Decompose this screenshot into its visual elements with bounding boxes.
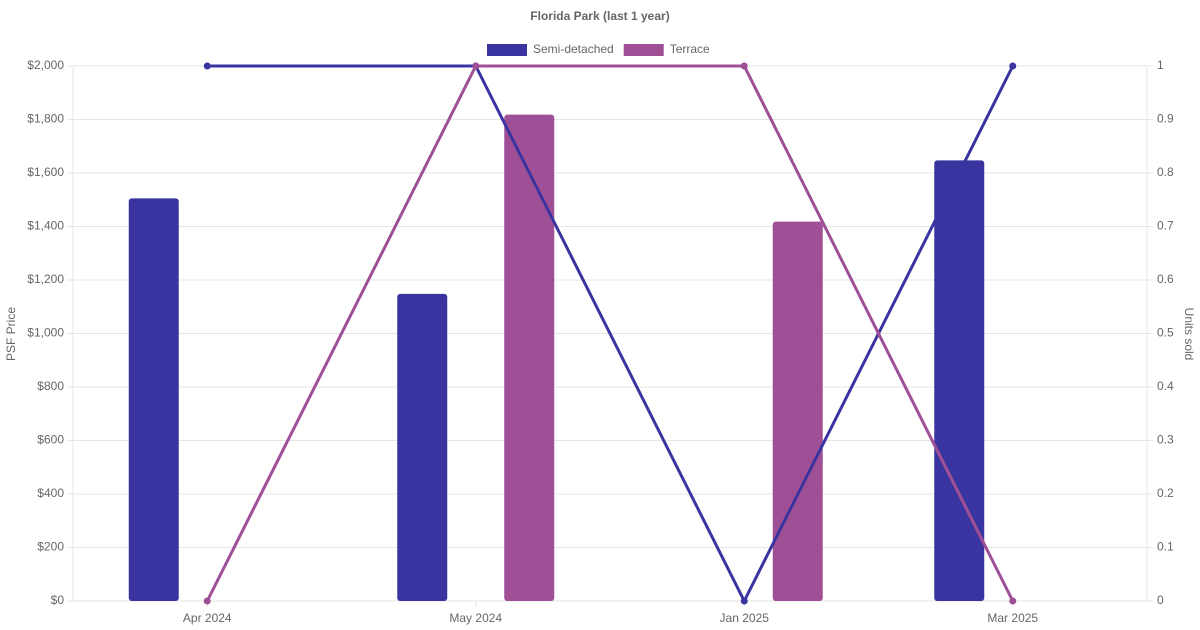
y2-tick-label: 0.9 [1157,112,1174,126]
x-tick-label: Mar 2025 [987,611,1038,625]
y-tick-label: $0 [51,593,65,607]
y2-tick-label: 0.4 [1157,379,1174,393]
y-tick-label: $2,000 [27,58,64,72]
bar [397,293,448,601]
units-line [205,64,1015,602]
bar [504,114,555,601]
y2-tick-label: 0.6 [1157,272,1174,286]
bar [128,198,179,601]
y2-tick-label: 0.8 [1157,165,1174,179]
y-tick-label: $800 [37,379,64,393]
y2-tick-label: 0.1 [1157,540,1174,554]
units-point [203,62,211,70]
legend-swatch [623,44,664,56]
y-tick-label: $1,400 [27,219,64,233]
y-tick-label: $400 [37,486,64,500]
bar [934,160,985,602]
y-tick-label: $1,800 [27,112,64,126]
units-point [740,597,748,605]
x-tick-label: Apr 2024 [183,611,232,625]
units-point [740,62,748,70]
y-tick-label: $1,200 [27,272,64,286]
legend-label: Semi-detached [533,42,614,56]
units-point [472,62,480,70]
y2-tick-label: 0 [1157,593,1164,607]
bar [772,221,823,601]
y2-axis-title: Units sold [1182,308,1196,361]
y-tick-label: $1,600 [27,165,64,179]
y2-tick-label: 1 [1157,58,1164,72]
x-tick-label: May 2024 [449,611,502,625]
y2-tick-label: 0.7 [1157,219,1174,233]
chart-title: Florida Park (last 1 year) [530,9,669,23]
legend-label: Terrace [670,42,710,56]
units-point [203,597,211,605]
y2-tick-label: 0.5 [1157,326,1174,340]
x-tick-label: Jan 2025 [720,611,770,625]
y-tick-label: $1,000 [27,326,64,340]
y-axis-title: PSF Price [4,307,18,361]
y-tick-label: $600 [37,433,64,447]
units-point [1009,62,1017,70]
y-tick-label: $200 [37,540,64,554]
legend-swatch [487,44,527,56]
y2-tick-label: 0.3 [1157,433,1174,447]
y2-tick-label: 0.2 [1157,486,1174,500]
units-point [1009,597,1017,605]
